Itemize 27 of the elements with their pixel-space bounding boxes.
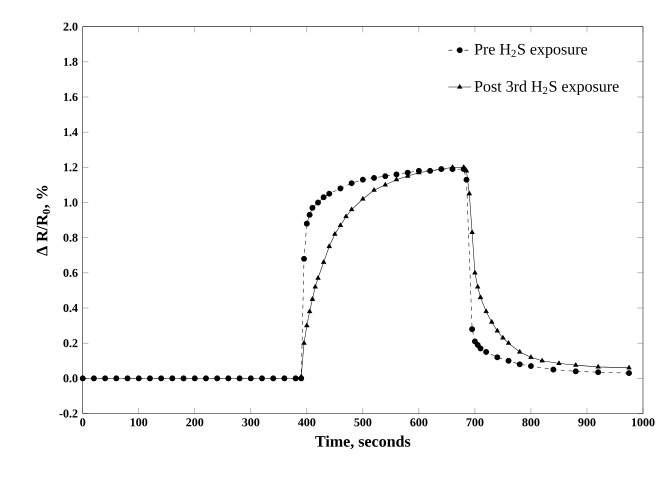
y-tick-label: 0.0 [63, 374, 78, 383]
y-tick-label: 0.6 [63, 268, 78, 278]
y-tick-label: 0.2 [63, 339, 78, 348]
x-tick-label: 200 [186, 418, 204, 427]
y-tick-label: 1.6 [64, 93, 78, 102]
y-tick-label: 1.8 [64, 58, 78, 66]
legend-label: Pre H$_{2}$S exposure [474, 44, 588, 58]
y-tick-label: 2.0 [63, 22, 78, 31]
x-tick-label: 900 [578, 418, 596, 427]
legend-label: Post 3rd H$_{2}$S exposure [474, 80, 619, 96]
y-axis-title: Δ R/R$_{0}$, % [36, 186, 50, 256]
y-tick-label: 1.2 [64, 164, 78, 172]
x-axis-title: Time, seconds [315, 436, 410, 450]
y-tick-label: 0.8 [63, 234, 78, 242]
x-tick-label: 0 [80, 418, 86, 427]
y-tick-label: 0.4 [63, 304, 78, 312]
x-tick-label: 500 [354, 418, 372, 427]
x-tick-label: 100 [130, 418, 148, 427]
x-tick-label: 1000 [632, 418, 655, 427]
x-tick-label: 300 [242, 418, 260, 427]
x-tick-label: 600 [410, 418, 428, 427]
y-tick-label: 1.4 [64, 128, 78, 136]
x-tick-label: 400 [298, 418, 316, 427]
x-tick-label: 700 [466, 418, 484, 427]
y-tick-label: -0.2 [59, 410, 78, 418]
x-tick-label: 800 [522, 418, 540, 427]
y-tick-label: 1.0 [64, 198, 78, 207]
